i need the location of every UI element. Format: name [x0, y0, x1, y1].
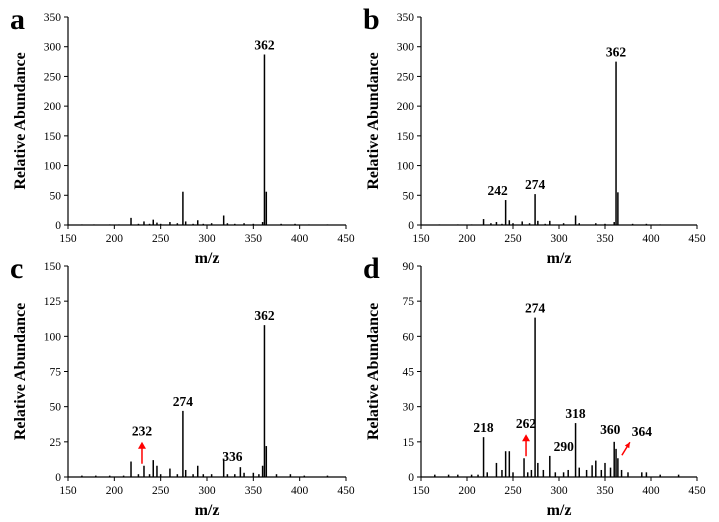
red-arrow-head — [137, 441, 146, 449]
x-tick-label: 450 — [688, 233, 706, 245]
axis-frame — [420, 17, 697, 226]
peak-label: 218 — [473, 420, 494, 435]
y-tick-label: 0 — [408, 220, 414, 232]
x-tick-label: 350 — [245, 485, 263, 497]
y-tick-label: 150 — [397, 131, 415, 143]
peak-label: 362 — [254, 308, 275, 323]
x-tick-label: 350 — [596, 233, 614, 245]
x-tick-label: 200 — [106, 485, 124, 497]
peak-label: 362 — [606, 45, 627, 60]
x-tick-label: 350 — [596, 485, 614, 497]
y-tick-label: 250 — [44, 71, 62, 83]
x-axis-title: m/z — [547, 502, 572, 519]
x-tick-label: 300 — [550, 233, 568, 245]
panel-b: b 0 50 100 150 200 250 300 350 150 200 250 300 350 400… — [363, 3, 706, 267]
panel-a: a 0 50 100 150 200 250 300 350 150 200 250 300 350 400… — [10, 3, 355, 267]
y-tick-label: 0 — [408, 472, 414, 484]
peak-label: 364 — [632, 424, 653, 439]
y-tick-label: 75 — [403, 296, 415, 308]
red-arrow-head — [522, 434, 531, 442]
y-axis-title: Relative Abundance — [12, 52, 29, 189]
y-tick-label: 150 — [44, 261, 62, 273]
y-tick-label: 15 — [403, 437, 415, 449]
x-tick-label: 150 — [412, 233, 430, 245]
y-tick-label: 300 — [44, 42, 62, 54]
y-tick-label: 50 — [50, 190, 62, 202]
x-tick-label: 200 — [106, 233, 124, 245]
x-tick-label: 300 — [198, 233, 216, 245]
x-tick-label: 250 — [504, 485, 522, 497]
panel-letter: c — [10, 252, 23, 285]
x-tick-label: 250 — [152, 485, 170, 497]
y-tick-label: 30 — [403, 402, 415, 414]
y-axis-title: Relative Abundance — [12, 303, 29, 440]
y-tick-label: 100 — [397, 161, 415, 173]
peak-label: 242 — [488, 183, 509, 198]
x-tick-label: 200 — [458, 233, 476, 245]
panel-d: d 0 15 30 45 60 75 90 150 200 250 300 350 400 450 m/z Re… — [363, 252, 706, 519]
y-tick-label: 50 — [403, 190, 415, 202]
peak-label: 290 — [554, 439, 575, 454]
peak-label: 274 — [525, 177, 546, 192]
panel-letter: d — [363, 252, 380, 285]
x-tick-label: 150 — [59, 485, 77, 497]
x-tick-label: 150 — [412, 485, 430, 497]
x-axis-title: m/z — [547, 250, 572, 267]
x-tick-label: 300 — [550, 485, 568, 497]
y-tick-label: 200 — [397, 101, 415, 113]
x-tick-label: 450 — [688, 485, 706, 497]
y-tick-label: 350 — [44, 12, 62, 24]
x-tick-label: 150 — [59, 233, 77, 245]
x-axis-title: m/z — [195, 250, 220, 267]
x-tick-label: 400 — [642, 233, 660, 245]
peak-label: 274 — [173, 394, 194, 409]
peak-label: 362 — [254, 37, 275, 52]
panel-letter: a — [10, 3, 25, 36]
x-tick-label: 400 — [291, 485, 309, 497]
y-tick-label: 100 — [44, 161, 62, 173]
y-tick-label: 25 — [50, 437, 62, 449]
x-tick-label: 350 — [245, 233, 263, 245]
y-tick-label: 45 — [403, 367, 415, 379]
x-tick-label: 300 — [198, 485, 216, 497]
peak-label: 336 — [222, 449, 243, 464]
y-tick-label: 300 — [397, 42, 415, 54]
peak-label: 232 — [132, 424, 153, 439]
peak-label: 274 — [525, 301, 546, 316]
x-tick-label: 400 — [291, 233, 309, 245]
panel-c: c 0 25 50 75 100 125 150 150 200 250 300 350 400 450 m/… — [10, 252, 355, 519]
peak-label: 318 — [565, 406, 586, 421]
x-tick-label: 200 — [458, 485, 476, 497]
y-tick-label: 75 — [50, 367, 62, 379]
y-tick-label: 250 — [397, 71, 415, 83]
axis-frame — [67, 266, 346, 478]
peak-label: 262 — [516, 416, 537, 431]
red-arrow-head — [624, 442, 630, 449]
y-tick-label: 60 — [403, 331, 415, 343]
y-axis-title: Relative Abundance — [365, 303, 382, 440]
y-tick-label: 150 — [44, 131, 62, 143]
y-tick-label: 350 — [397, 12, 415, 24]
x-tick-label: 450 — [337, 233, 355, 245]
y-tick-label: 0 — [55, 220, 61, 232]
peak-label: 360 — [600, 422, 621, 437]
y-tick-label: 90 — [403, 261, 415, 273]
axis-frame — [67, 17, 346, 226]
y-tick-label: 50 — [50, 402, 62, 414]
y-axis-title: Relative Abundance — [365, 52, 382, 189]
y-tick-label: 125 — [44, 296, 62, 308]
x-tick-label: 250 — [504, 233, 522, 245]
panel-letter: b — [363, 3, 380, 36]
y-tick-label: 0 — [55, 472, 61, 484]
x-tick-label: 250 — [152, 233, 170, 245]
x-tick-label: 400 — [642, 485, 660, 497]
y-tick-label: 200 — [44, 101, 62, 113]
y-tick-label: 100 — [44, 331, 62, 343]
x-tick-label: 450 — [337, 485, 355, 497]
x-axis-title: m/z — [195, 502, 220, 519]
